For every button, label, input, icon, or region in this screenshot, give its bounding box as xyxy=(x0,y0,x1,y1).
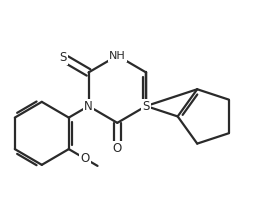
Text: NH: NH xyxy=(109,51,126,61)
Text: O: O xyxy=(80,152,89,165)
Text: S: S xyxy=(143,100,150,113)
Text: N: N xyxy=(84,100,93,113)
Text: O: O xyxy=(113,142,122,155)
Text: S: S xyxy=(60,51,67,64)
